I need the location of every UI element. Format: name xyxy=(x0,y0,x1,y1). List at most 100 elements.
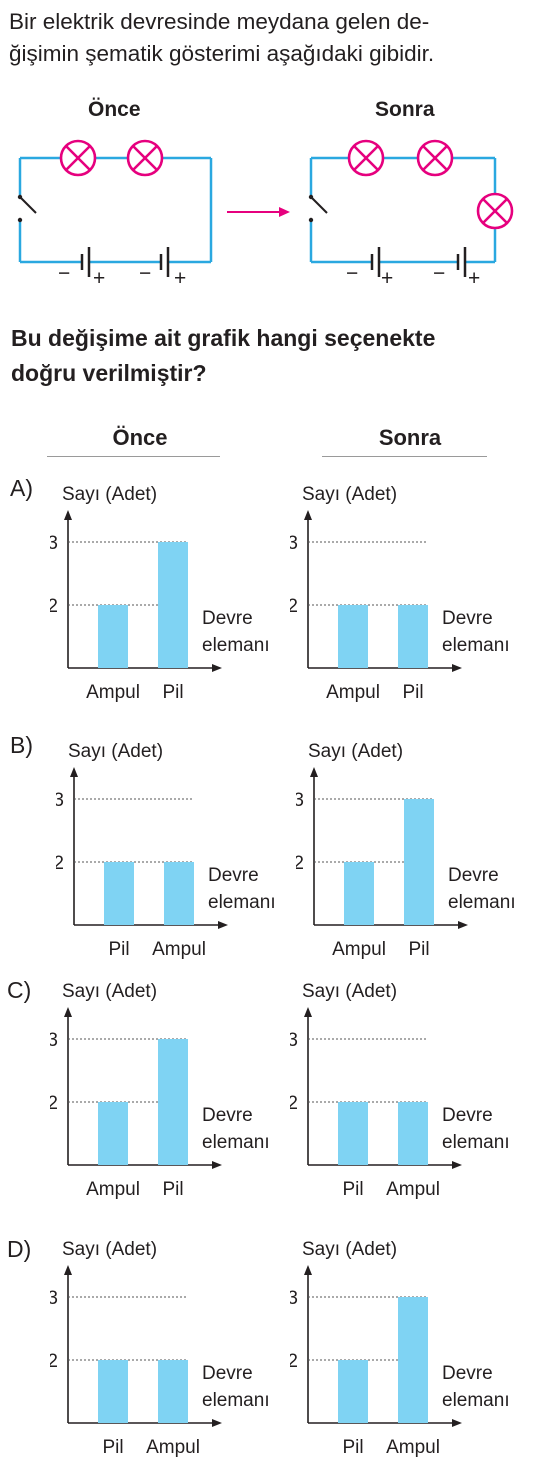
y-axis-label: Sayı (Adet) xyxy=(62,484,157,505)
plus-sign: + xyxy=(174,267,186,290)
y-tick-label: 2 xyxy=(50,596,58,617)
circuit-diagram: − + − + − xyxy=(17,139,514,290)
intro-text: Bir elektrik devresinde meydana gelen de… xyxy=(9,6,529,70)
column-header-after: Sonra xyxy=(378,425,442,450)
option-letter-b[interactable]: B) xyxy=(10,732,33,758)
y-axis-label: Sayı (Adet) xyxy=(308,741,403,762)
option-d-after-chart: Sayı (Adet) 2 3 Pil Ampul Devre elemanı xyxy=(290,1239,510,1458)
y-tick-label: 3 xyxy=(290,1030,298,1051)
x-axis-label: elemanı xyxy=(202,1132,270,1153)
x-axis-arrow-icon xyxy=(212,664,222,672)
x-axis-label: elemanı xyxy=(442,1132,510,1153)
bar xyxy=(398,605,428,668)
bar xyxy=(344,862,374,925)
column-rule-before xyxy=(47,456,220,457)
y-tick-label: 3 xyxy=(50,533,58,554)
x-tick-label: Ampul xyxy=(332,939,386,960)
x-tick-label: Pil xyxy=(342,1179,363,1200)
question-text: Bu değişime ait grafik hangi seçenekte d… xyxy=(11,321,435,390)
x-axis-arrow-icon xyxy=(458,921,468,929)
x-tick-label: Ampul xyxy=(152,939,206,960)
bulb-icon xyxy=(59,139,97,177)
y-axis-label: Sayı (Adet) xyxy=(302,484,397,505)
option-c-before-chart: Sayı (Adet) 2 3 Ampul Pil Devre elemanı xyxy=(50,981,270,1200)
x-tick-label: Pil xyxy=(408,939,429,960)
y-axis-label: Sayı (Adet) xyxy=(302,981,397,1002)
bar xyxy=(104,862,134,925)
y-axis-label: Sayı (Adet) xyxy=(62,981,157,1002)
y-axis-arrow-icon xyxy=(64,1007,72,1017)
bar xyxy=(164,862,194,925)
x-axis-arrow-icon xyxy=(212,1161,222,1169)
option-letter-c[interactable]: C) xyxy=(7,977,32,1003)
switch-after-icon xyxy=(308,194,328,223)
bar xyxy=(338,605,368,668)
y-tick-label: 2 xyxy=(50,1351,58,1372)
x-tick-label: Ampul xyxy=(326,682,380,703)
y-axis-label: Sayı (Adet) xyxy=(62,1239,157,1260)
y-tick-label: 3 xyxy=(56,790,64,811)
x-tick-label: Ampul xyxy=(386,1179,440,1200)
battery-cell-icon xyxy=(80,247,91,277)
y-tick-label: 3 xyxy=(290,1288,298,1309)
x-tick-label: Pil xyxy=(162,1179,183,1200)
x-axis-label: elemanı xyxy=(448,892,516,913)
x-tick-label: Pil xyxy=(108,939,129,960)
bar xyxy=(98,1360,128,1423)
y-tick-label: 3 xyxy=(290,533,298,554)
circuit-before xyxy=(18,156,213,264)
y-tick-label: 2 xyxy=(50,1093,58,1114)
x-axis-arrow-icon xyxy=(218,921,228,929)
x-axis-label: Devre xyxy=(202,608,253,629)
x-axis-label: Devre xyxy=(442,1363,493,1384)
y-tick-label: 3 xyxy=(50,1288,58,1309)
x-axis-label: elemanı xyxy=(202,635,270,656)
minus-sign: − xyxy=(139,262,151,285)
x-axis-label: elemanı xyxy=(442,635,510,656)
option-a-after-chart: Sayı (Adet) 2 3 Ampul Pil Devre elemanı xyxy=(290,484,510,703)
plus-sign: + xyxy=(381,267,393,290)
circuit-after xyxy=(309,156,497,264)
option-letter-a[interactable]: A) xyxy=(10,475,33,501)
y-tick-label: 2 xyxy=(290,1093,298,1114)
y-tick-label: 2 xyxy=(296,853,304,874)
bar xyxy=(98,605,128,668)
x-axis-label: Devre xyxy=(448,865,499,886)
battery-cell-icon xyxy=(456,247,467,277)
circuit-before-label: Önce xyxy=(88,98,141,121)
x-tick-label: Ampul xyxy=(146,1437,200,1458)
x-axis-label: Devre xyxy=(442,608,493,629)
bar xyxy=(158,1360,188,1423)
y-axis-arrow-icon xyxy=(70,767,78,777)
switch-before-icon xyxy=(17,194,37,223)
y-tick-label: 3 xyxy=(50,1030,58,1051)
bulb-icon xyxy=(347,139,385,177)
arrow-right-icon xyxy=(227,207,290,217)
minus-sign: − xyxy=(58,262,70,285)
y-tick-label: 2 xyxy=(290,596,298,617)
battery-cell-icon xyxy=(159,247,170,277)
x-axis-label: Devre xyxy=(202,1363,253,1384)
y-axis-label: Sayı (Adet) xyxy=(302,1239,397,1260)
bulb-icon xyxy=(126,139,164,177)
bulb-icon xyxy=(476,192,514,230)
question-line-2: doğru verilmiştir? xyxy=(11,359,207,386)
question-line-1: Bu değişime ait grafik hangi seçenekte xyxy=(11,325,436,351)
option-b-before-chart: Sayı (Adet) 2 3 Pil Ampul Devre elemanı xyxy=(56,741,276,960)
x-axis-label: Devre xyxy=(442,1105,493,1126)
bar xyxy=(98,1102,128,1165)
option-letter-d[interactable]: D) xyxy=(7,1236,32,1262)
option-c-after-chart: Sayı (Adet) 2 3 Pil Ampul Devre elemanı xyxy=(290,981,510,1200)
option-b-after-chart: Sayı (Adet) 2 3 Ampul Pil Devre elemanı xyxy=(296,741,516,960)
bar xyxy=(338,1102,368,1165)
minus-sign: − xyxy=(346,262,358,285)
y-tick-label: 2 xyxy=(56,853,64,874)
x-axis-arrow-icon xyxy=(212,1419,222,1427)
x-axis-label: Devre xyxy=(208,865,259,886)
plus-sign: + xyxy=(468,267,480,290)
bar xyxy=(158,1039,188,1165)
y-axis-arrow-icon xyxy=(64,510,72,520)
bar xyxy=(338,1360,368,1423)
x-tick-label: Pil xyxy=(402,682,423,703)
option-a-before-chart: Sayı (Adet) 2 3 Ampul Pil Devre elemanı xyxy=(50,484,270,703)
